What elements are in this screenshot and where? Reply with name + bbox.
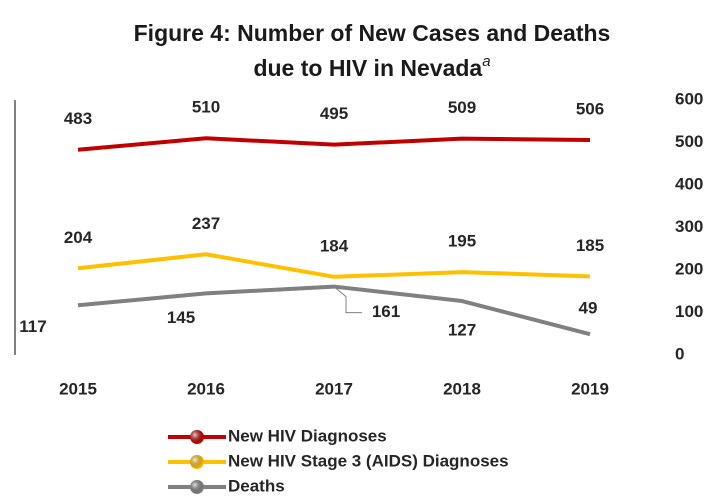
legend-marker-shine: [190, 455, 204, 469]
leader-line: [333, 286, 362, 314]
x-tick-label: 2016: [187, 379, 225, 398]
data-label: 506: [576, 99, 604, 118]
title-line: due to HIV in Nevada: [253, 55, 482, 81]
y-tick-label: 400: [675, 174, 703, 193]
data-label: 117: [19, 317, 46, 336]
chart-title: due to HIV in Nevadaa: [253, 53, 490, 81]
legend-marker-shine: [190, 430, 204, 444]
title-superscript: a: [482, 53, 490, 70]
x-tick-label: 2019: [571, 379, 609, 398]
x-tick-label: 2015: [59, 379, 97, 398]
data-line: [77, 136, 591, 152]
data-label: 483: [64, 109, 92, 128]
data-line: [77, 252, 591, 279]
legend-label: New HIV Diagnoses: [228, 426, 387, 445]
data-line: [77, 284, 591, 337]
legend-marker-shine: [190, 480, 204, 494]
chart-title: Figure 4: Number of New Cases and Deaths: [134, 20, 611, 46]
y-tick-label: 0: [675, 344, 684, 363]
data-label: 509: [448, 98, 476, 117]
data-label: 237: [192, 214, 220, 233]
x-tick-label: 2017: [315, 379, 353, 398]
y-tick-label: 300: [675, 217, 703, 236]
y-tick-label: 100: [675, 302, 703, 321]
data-label: 195: [448, 232, 476, 251]
data-label: 161: [372, 302, 400, 321]
x-tick-label: 2018: [443, 379, 481, 398]
legend-label: Deaths: [228, 476, 285, 495]
data-label: 184: [320, 236, 349, 255]
data-label: 145: [167, 308, 195, 327]
legend-label: New HIV Stage 3 (AIDS) Diagnoses: [228, 451, 509, 470]
y-tick-label: 500: [675, 132, 703, 151]
data-label: 127: [448, 321, 476, 340]
data-label: 510: [192, 98, 220, 117]
data-label: 495: [320, 104, 348, 123]
data-label: 49: [579, 299, 598, 318]
y-tick-label: 200: [675, 259, 703, 278]
data-label: 185: [576, 236, 604, 255]
y-tick-label: 600: [675, 89, 703, 108]
data-label: 204: [64, 228, 93, 247]
